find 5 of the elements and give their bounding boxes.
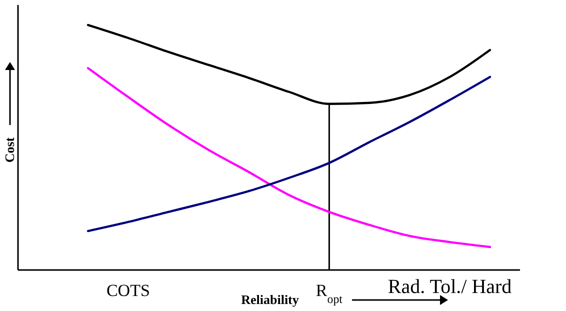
x-tick-label: COTS <box>106 281 150 300</box>
x-tick-label: R$_{opt}$ <box>316 281 344 306</box>
x-axis-title: Reliability <box>241 292 300 307</box>
y-axis-title: Cost <box>2 136 17 163</box>
x-tick-label: Rad. Tol./ Hard <box>388 276 512 298</box>
